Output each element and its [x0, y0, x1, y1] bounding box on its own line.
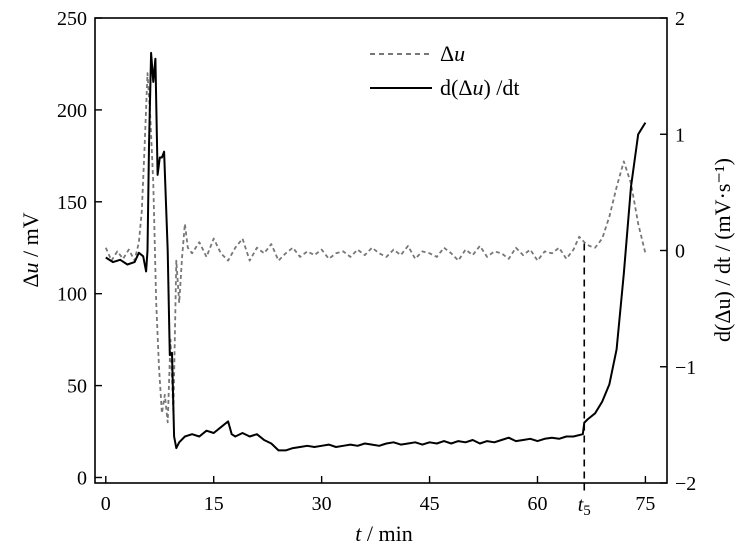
y-left-tick-label: 250: [57, 8, 87, 30]
y-right-tick-label: 1: [675, 124, 685, 146]
x-axis: 0 15 30 45 60 75: [101, 476, 655, 515]
x-axis-label: t / min: [355, 521, 412, 546]
y-left-tick-label: 150: [57, 192, 87, 214]
y-right-tick-label: 0: [675, 241, 685, 263]
right-axis: −2 −1 0 1 2: [660, 8, 696, 495]
y-right-axis-label: d(Δu) / dt / (mV·s⁻¹): [710, 158, 735, 342]
legend-label-delta-u: Δu: [440, 41, 465, 66]
series-line-delta-u: [104, 72, 647, 424]
series-layer: [104, 51, 647, 452]
t5-label: t5: [578, 494, 591, 519]
x-tick-label: 60: [527, 493, 547, 515]
y-right-tick-label: 2: [675, 8, 685, 30]
t5-marker: t5: [578, 243, 591, 519]
x-tick-label: 0: [101, 493, 111, 515]
y-right-tick-label: −2: [675, 473, 696, 495]
legend-label-derivative: d(Δu) /dt: [440, 75, 520, 100]
x-tick-label: 15: [204, 493, 224, 515]
y-left-tick-label: 200: [57, 100, 87, 122]
series-line-derivative: [105, 51, 647, 452]
y-left-axis-label: Δu / mV: [18, 212, 43, 287]
y-right-tick-label: −1: [675, 357, 696, 379]
left-axis: 0 50 100 150 200 250: [57, 8, 102, 489]
y-left-tick-label: 0: [77, 467, 87, 489]
y-left-tick-label: 50: [67, 376, 87, 398]
y-left-tick-label: 100: [57, 284, 87, 306]
x-tick-label: 45: [420, 493, 440, 515]
x-tick-label: 75: [635, 493, 655, 515]
legend: Δu d(Δu) /dt: [370, 41, 520, 100]
x-tick-label: 30: [312, 493, 332, 515]
